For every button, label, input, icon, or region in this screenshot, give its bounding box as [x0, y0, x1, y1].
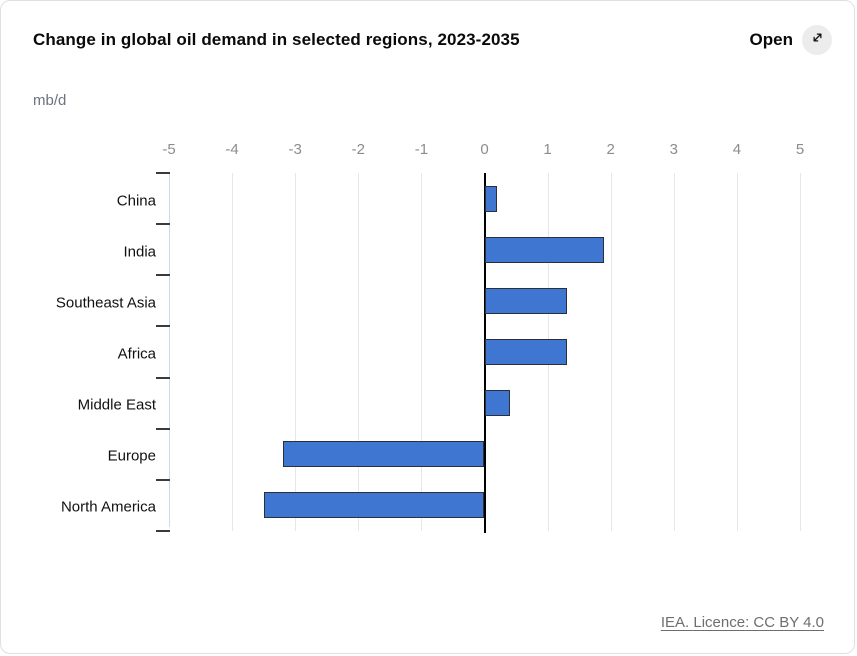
y-axis-tick [156, 274, 170, 277]
x-tick-label: 1 [543, 141, 552, 158]
chart-title: Change in global oil demand in selected … [33, 30, 520, 49]
x-tick-label: 4 [732, 141, 742, 158]
x-tick-label: 3 [669, 141, 678, 158]
open-circle-button[interactable] [802, 25, 832, 55]
x-tick-label: -5 [162, 141, 176, 158]
bar-africa[interactable] [484, 339, 567, 365]
y-axis-tick [156, 172, 170, 174]
x-axis-tick-labels: -5 -4 -3 -2 -1 0 1 2 3 4 5 [162, 141, 804, 159]
x-tick-label: -2 [351, 141, 365, 158]
unit-label: mb/d [33, 92, 67, 109]
license-link[interactable]: IEA. Licence: CC BY 4.0 [660, 614, 824, 631]
y-axis-tick [156, 376, 170, 379]
gridline [358, 173, 360, 531]
category-label-middle-east: Middle East [77, 396, 156, 414]
category-label-europe: Europe [107, 447, 156, 465]
x-tick-label: 0 [480, 141, 489, 158]
gridline [736, 173, 738, 531]
gridline [610, 173, 612, 531]
bar-middle-east[interactable] [484, 390, 510, 417]
bar-india[interactable] [484, 236, 605, 263]
x-tick-label: 2 [606, 141, 615, 158]
gridline [232, 173, 234, 531]
expand-icon [810, 30, 825, 50]
y-axis-tick [156, 530, 170, 532]
bar-europe[interactable] [282, 441, 485, 468]
category-label-africa: Africa [117, 345, 156, 363]
gridline [673, 173, 675, 531]
gridline [421, 173, 423, 531]
category-axis-labels: China India Southeast Asia Africa Middle Eas… [1, 173, 156, 531]
bar-north-america[interactable] [263, 492, 485, 519]
plot-area [156, 172, 801, 533]
category-label-north-america: North America [60, 498, 156, 516]
category-label-southeast-asia: Southeast Asia [55, 294, 156, 312]
y-axis-tick [156, 325, 170, 328]
open-button[interactable]: Open [750, 25, 832, 55]
gridline [800, 173, 801, 531]
category-label-china: China [116, 192, 156, 210]
open-button-label: Open [749, 30, 793, 49]
bar-southeast-asia[interactable] [484, 287, 567, 314]
x-tick-label: -3 [288, 141, 302, 158]
x-tick-label: -1 [414, 141, 429, 158]
x-tick-label: -4 [225, 141, 239, 158]
gridline [295, 173, 297, 531]
chart-header: Change in global oil demand in selected … [33, 25, 832, 55]
bar-china[interactable] [484, 185, 498, 212]
y-axis-line [169, 173, 170, 527]
y-axis-tick [156, 223, 170, 226]
y-axis-tick [156, 427, 170, 430]
x-tick-label: 5 [795, 141, 805, 158]
category-label-india: India [123, 243, 156, 261]
y-axis-tick [156, 478, 170, 481]
